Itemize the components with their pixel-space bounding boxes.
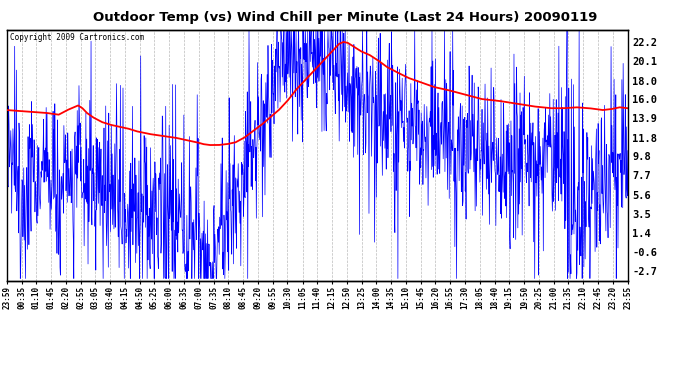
Text: Outdoor Temp (vs) Wind Chill per Minute (Last 24 Hours) 20090119: Outdoor Temp (vs) Wind Chill per Minute … xyxy=(93,11,597,24)
Text: Copyright 2009 Cartronics.com: Copyright 2009 Cartronics.com xyxy=(10,33,144,42)
